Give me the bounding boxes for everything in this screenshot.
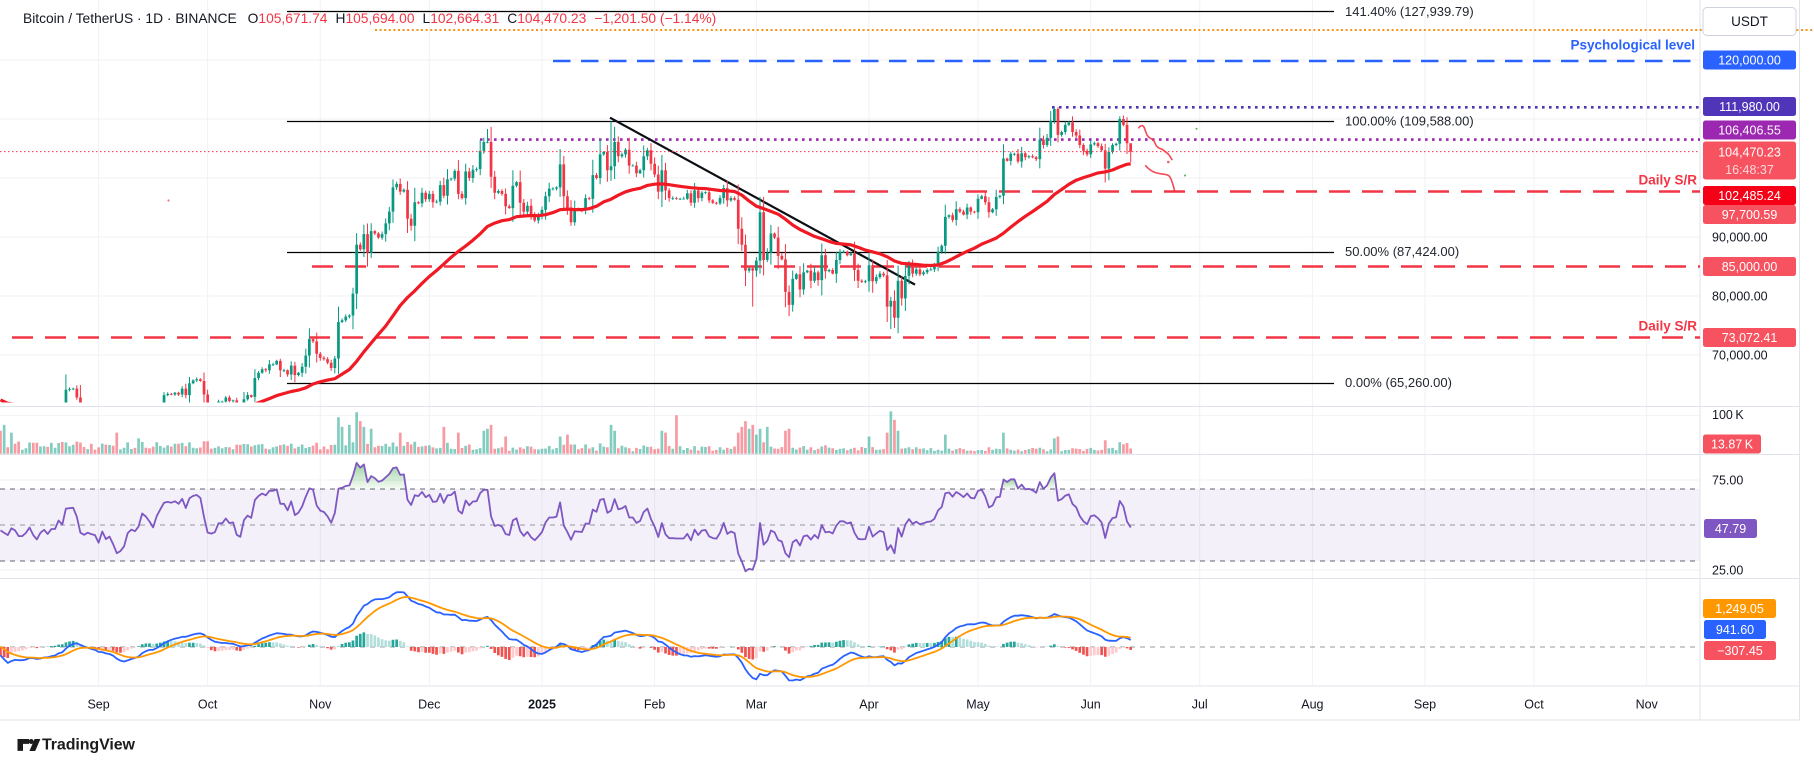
- svg-text:102,485.24: 102,485.24: [1718, 189, 1781, 203]
- svg-text:Daily S/R: Daily S/R: [1638, 319, 1697, 334]
- svg-text:Aug: Aug: [1301, 698, 1323, 712]
- svg-text:Jun: Jun: [1081, 698, 1101, 712]
- svg-text:80,000.00: 80,000.00: [1712, 289, 1768, 303]
- svg-text:0.00% (65,260.00): 0.00% (65,260.00): [1345, 375, 1452, 390]
- svg-text:Sep: Sep: [87, 698, 109, 712]
- svg-text:Bitcoin / TetherUS · 1D · BINA: Bitcoin / TetherUS · 1D · BINANCE O105,67…: [23, 11, 716, 26]
- svg-text:73,072.41: 73,072.41: [1722, 331, 1778, 345]
- svg-text:2025: 2025: [528, 698, 556, 712]
- svg-text:70,000.00: 70,000.00: [1712, 348, 1768, 362]
- svg-text:25.00: 25.00: [1712, 563, 1743, 577]
- svg-text:100.00% (109,588.00): 100.00% (109,588.00): [1345, 113, 1474, 128]
- svg-text:Oct: Oct: [1524, 698, 1544, 712]
- svg-text:Oct: Oct: [198, 698, 218, 712]
- svg-text:−307.45: −307.45: [1717, 644, 1763, 658]
- svg-text:Nov: Nov: [1636, 698, 1659, 712]
- svg-text:Apr: Apr: [859, 698, 878, 712]
- svg-text:May: May: [966, 698, 990, 712]
- svg-text:Jul: Jul: [1192, 698, 1208, 712]
- svg-text:120,000.00: 120,000.00: [1718, 53, 1781, 67]
- svg-text:Feb: Feb: [644, 698, 666, 712]
- svg-text:Mar: Mar: [746, 698, 768, 712]
- svg-text:97,700.59: 97,700.59: [1722, 208, 1778, 222]
- svg-text:104,470.23: 104,470.23: [1718, 146, 1781, 160]
- svg-text:111,980.00: 111,980.00: [1719, 100, 1780, 114]
- svg-text:941.60: 941.60: [1716, 623, 1754, 637]
- svg-text:47.79: 47.79: [1715, 522, 1746, 536]
- svg-text:Nov: Nov: [309, 698, 332, 712]
- svg-text:1,249.05: 1,249.05: [1715, 602, 1764, 616]
- svg-text:100 K: 100 K: [1712, 408, 1744, 422]
- svg-text:16:48:37: 16:48:37: [1725, 163, 1774, 177]
- svg-text:75.00: 75.00: [1712, 473, 1743, 487]
- svg-text:USDT: USDT: [1731, 14, 1768, 29]
- svg-text:13.87 K: 13.87 K: [1711, 437, 1754, 451]
- svg-text:TradingView: TradingView: [42, 737, 136, 754]
- svg-text:Dec: Dec: [418, 698, 440, 712]
- svg-text:85,000.00: 85,000.00: [1722, 260, 1778, 274]
- svg-text:141.40% (127,939.79): 141.40% (127,939.79): [1345, 4, 1474, 19]
- svg-text:90,000.00: 90,000.00: [1712, 230, 1768, 244]
- svg-text:106,406.55: 106,406.55: [1718, 123, 1781, 137]
- svg-text:Daily S/R: Daily S/R: [1638, 173, 1697, 188]
- svg-text:50.00% (87,424.00): 50.00% (87,424.00): [1345, 244, 1459, 259]
- svg-text:Sep: Sep: [1414, 698, 1436, 712]
- svg-text:Psychological level: Psychological level: [1570, 38, 1695, 53]
